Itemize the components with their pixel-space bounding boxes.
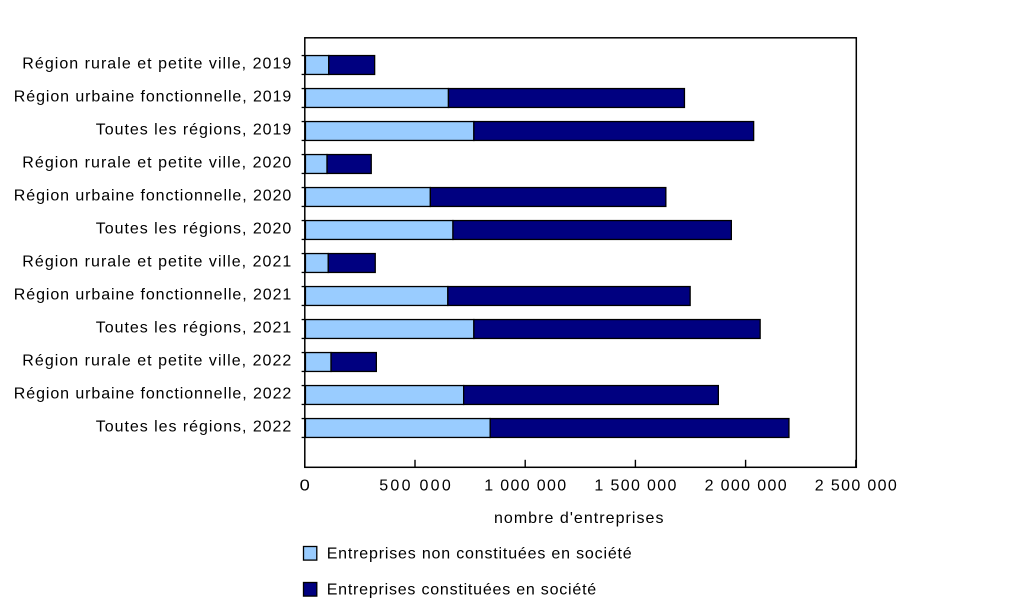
svg-text:Région urbaine fonctionnelle,: Région urbaine fonctionnelle, 2021 bbox=[14, 287, 292, 304]
svg-text:2 500 000: 2 500 000 bbox=[815, 478, 897, 495]
svg-text:Entreprises constituées en soc: Entreprises constituées en société bbox=[327, 582, 597, 599]
svg-text:Toutes les régions, 2020: Toutes les régions, 2020 bbox=[96, 221, 292, 238]
svg-text:Région urbaine fonctionnelle,: Région urbaine fonctionnelle, 2019 bbox=[14, 89, 292, 106]
svg-text:Région rurale et petite ville,: Région rurale et petite ville, 2022 bbox=[22, 353, 291, 370]
svg-text:Entreprises non constituées en: Entreprises non constituées en société bbox=[327, 546, 632, 563]
svg-text:1 500 000: 1 500 000 bbox=[594, 478, 676, 495]
svg-text:Région urbaine fonctionnelle,: Région urbaine fonctionnelle, 2020 bbox=[14, 188, 292, 205]
svg-text:Région rurale et petite ville,: Région rurale et petite ville, 2020 bbox=[22, 155, 291, 172]
svg-text:Région urbaine fonctionnelle,: Région urbaine fonctionnelle, 2022 bbox=[14, 386, 292, 403]
svg-text:Région rurale et petite ville,: Région rurale et petite ville, 2021 bbox=[22, 254, 291, 271]
svg-text:Région rurale et petite ville,: Région rurale et petite ville, 2019 bbox=[22, 56, 291, 73]
svg-text:0: 0 bbox=[300, 478, 310, 495]
svg-text:Toutes les régions, 2021: Toutes les régions, 2021 bbox=[96, 320, 292, 337]
svg-text:nombre d'entreprises: nombre d'entreprises bbox=[494, 510, 664, 527]
svg-text:2 000 000: 2 000 000 bbox=[705, 478, 787, 495]
svg-text:500 000: 500 000 bbox=[379, 478, 451, 495]
svg-text:Toutes les régions, 2022: Toutes les régions, 2022 bbox=[96, 419, 292, 436]
svg-text:1 000 000: 1 000 000 bbox=[484, 478, 566, 495]
svg-text:Toutes les régions, 2019: Toutes les régions, 2019 bbox=[96, 122, 292, 139]
